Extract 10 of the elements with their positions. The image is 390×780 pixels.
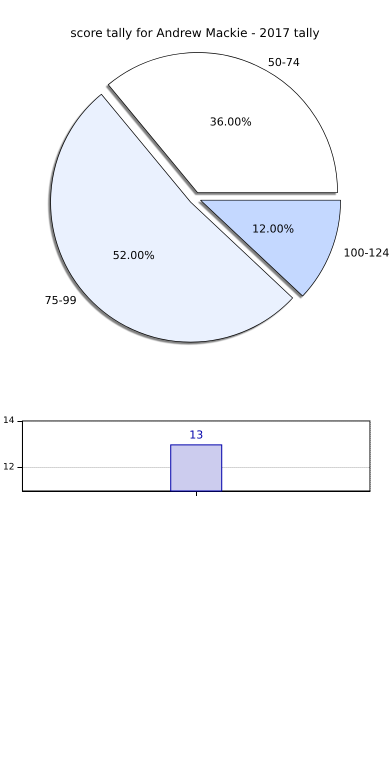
y-tick-label: 12 [3, 462, 14, 473]
slice-label: 75-99 [44, 294, 77, 308]
data-label: 52.00% [112, 249, 155, 262]
data-label: 12.00% [252, 222, 294, 236]
chart-title: score tally for Andrew Mackie - 2017 tally [70, 26, 320, 40]
data-label: 13 [189, 428, 204, 442]
slice-label: 50-74 [268, 56, 300, 69]
data-label: 36.00% [210, 115, 252, 128]
y-tick-label: 14 [3, 416, 15, 426]
slice-label: 100-124 [343, 246, 390, 260]
